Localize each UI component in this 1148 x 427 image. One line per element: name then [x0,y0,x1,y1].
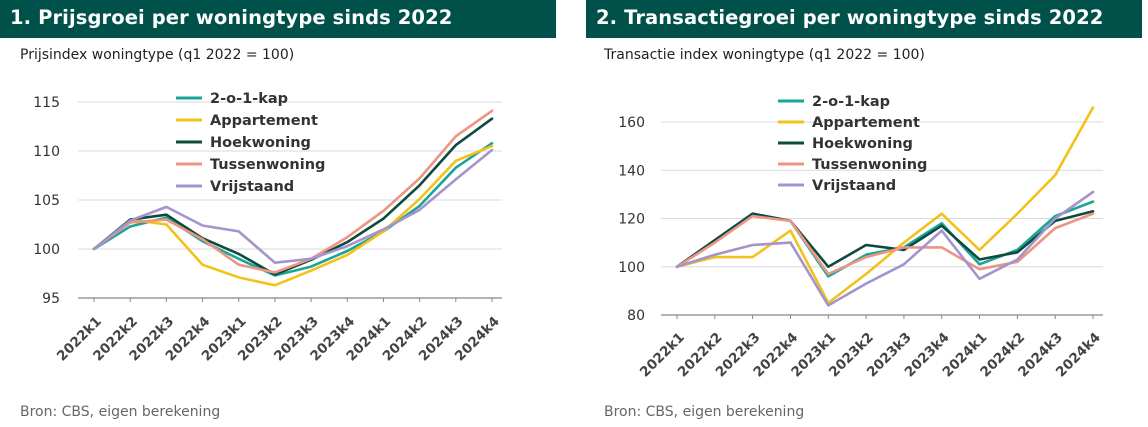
y-tick-label: 140 [618,163,645,179]
chart-subtitle: Prijsindex woningtype (q1 2022 = 100) [20,47,295,63]
legend-label: Tussenwoning [210,157,325,173]
series-line-vrijstaand [92,148,494,265]
legend-label: Hoekwoning [210,135,311,151]
series-line-appartement [92,144,494,287]
y-tick-label: 105 [33,193,60,209]
chart-title: 2. Transactiegroei per woningtype sinds … [596,6,1104,29]
legend-label: Vrijstaand [210,179,294,195]
series-line-vrijstaand [675,190,1095,307]
legend-label: 2-o-1-kap [210,91,288,107]
price-index-line-chart: 951001051101152022k12022k22022k32022k420… [33,91,503,364]
y-tick-label: 120 [618,212,645,228]
y-tick-label: 95 [42,291,60,307]
series-line-2-o-1-kap [675,200,1095,278]
series-line-hoekwoning [92,117,494,276]
legend-label: Vrijstaand [812,178,896,194]
chart-source: Bron: CBS, eigen berekening [604,404,805,420]
chart-subtitle: Transactie index woningtype (q1 2022 = 1… [604,47,925,63]
legend-label: Tussenwoning [812,157,927,173]
transaction-index-line-chart: 801001201401602022k12022k22022k32022k420… [618,94,1104,380]
series-line-tussenwoning [92,109,494,274]
chart-source: Bron: CBS, eigen berekening [20,404,221,420]
chart-title-bar: 1. Prijsgroei per woningtype sinds 2022 [0,0,556,38]
y-tick-label: 80 [627,308,645,324]
series-line-hoekwoning [675,210,1095,269]
y-tick-label: 100 [618,260,645,276]
series-line-appartement [675,106,1095,305]
y-tick-label: 110 [33,144,60,160]
series-line-tussenwoning [675,212,1095,276]
y-tick-label: 160 [618,115,645,131]
legend-label: Appartement [812,115,920,131]
y-tick-label: 115 [33,95,60,111]
y-tick-label: 100 [33,242,60,258]
chart-title: 1. Prijsgroei per woningtype sinds 2022 [10,6,453,29]
legend-label: Hoekwoning [812,136,913,152]
chart-title-bar: 2. Transactiegroei per woningtype sinds … [586,0,1142,38]
legend-label: Appartement [210,113,318,129]
price-growth-panel: 1. Prijsgroei per woningtype sinds 2022 … [0,0,556,427]
transaction-growth-panel: 2. Transactiegroei per woningtype sinds … [586,0,1142,427]
legend-label: 2-o-1-kap [812,94,890,110]
